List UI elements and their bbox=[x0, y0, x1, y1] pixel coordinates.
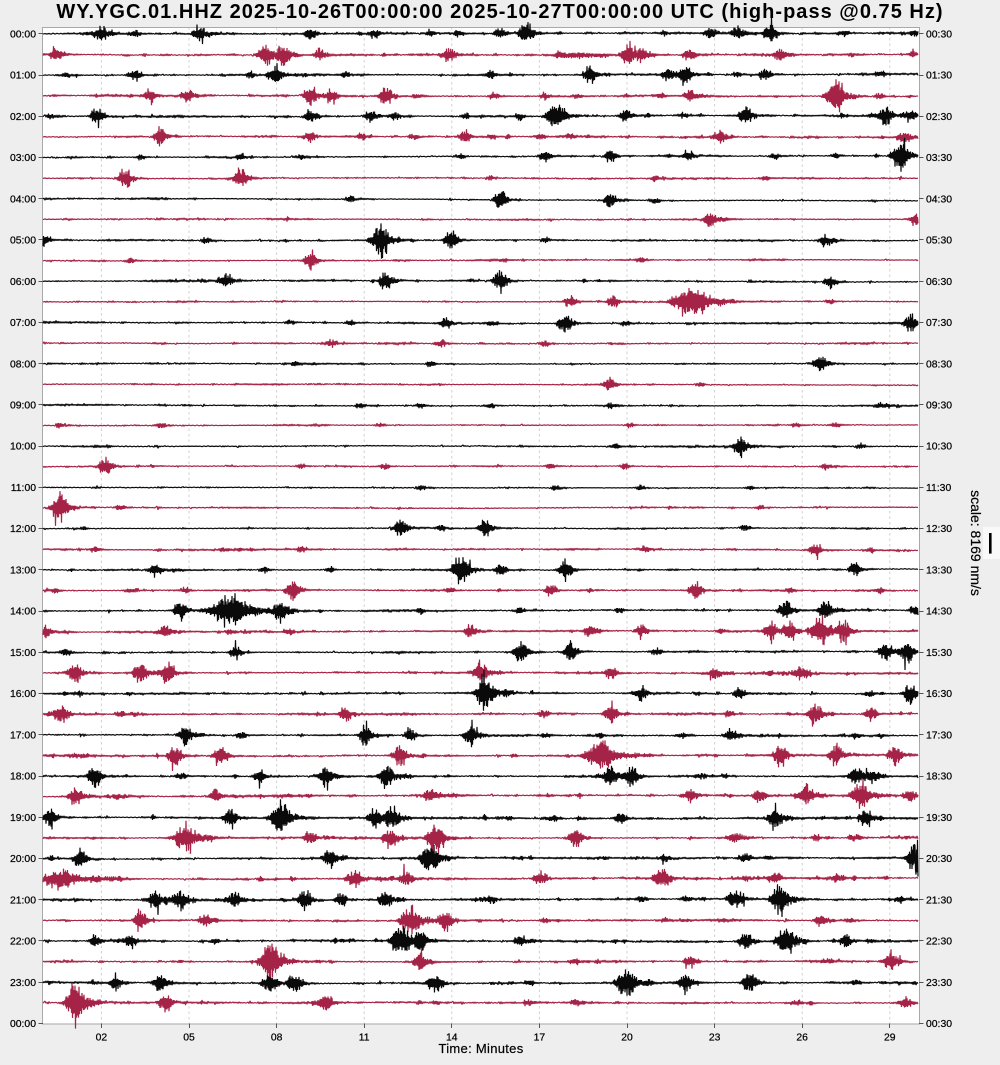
svg-text:12:00: 12:00 bbox=[10, 524, 36, 535]
svg-text:13:30: 13:30 bbox=[926, 565, 952, 576]
svg-text:22:00: 22:00 bbox=[10, 937, 36, 948]
svg-text:16:00: 16:00 bbox=[10, 689, 36, 700]
svg-text:11:30: 11:30 bbox=[926, 483, 951, 494]
svg-text:00:30: 00:30 bbox=[926, 29, 952, 40]
svg-text:12:30: 12:30 bbox=[926, 524, 952, 535]
svg-text:18:30: 18:30 bbox=[926, 772, 952, 783]
svg-text:11: 11 bbox=[359, 1032, 370, 1043]
svg-text:18:00: 18:00 bbox=[10, 772, 36, 783]
svg-text:06:30: 06:30 bbox=[926, 277, 952, 288]
svg-text:14:00: 14:00 bbox=[10, 607, 36, 618]
svg-text:10:00: 10:00 bbox=[10, 442, 36, 453]
svg-text:21:30: 21:30 bbox=[926, 895, 952, 906]
svg-text:08:00: 08:00 bbox=[10, 359, 36, 370]
svg-text:05: 05 bbox=[183, 1032, 195, 1043]
svg-text:16:30: 16:30 bbox=[926, 689, 952, 700]
svg-text:00:00: 00:00 bbox=[10, 1019, 36, 1030]
svg-text:15:00: 15:00 bbox=[10, 648, 36, 659]
svg-text:19:30: 19:30 bbox=[926, 813, 952, 824]
svg-text:Time: Minutes: Time: Minutes bbox=[438, 1041, 523, 1056]
svg-text:08: 08 bbox=[271, 1032, 283, 1043]
svg-text:09:30: 09:30 bbox=[926, 401, 952, 412]
svg-text:15:30: 15:30 bbox=[926, 648, 952, 659]
svg-text:00:30: 00:30 bbox=[926, 1019, 952, 1030]
svg-text:02:00: 02:00 bbox=[10, 112, 36, 123]
svg-text:00:00: 00:00 bbox=[10, 29, 36, 40]
svg-text:05:00: 05:00 bbox=[10, 236, 36, 247]
svg-text:WY.YGC.01.HHZ 2025-10-26T00:00: WY.YGC.01.HHZ 2025-10-26T00:00:00 2025-1… bbox=[56, 1, 943, 23]
svg-text:08:30: 08:30 bbox=[926, 359, 952, 370]
svg-text:01:30: 01:30 bbox=[926, 71, 952, 82]
svg-text:20: 20 bbox=[621, 1032, 633, 1043]
svg-text:04:00: 04:00 bbox=[10, 194, 36, 205]
svg-text:20:30: 20:30 bbox=[926, 854, 952, 865]
svg-text:17:00: 17:00 bbox=[10, 730, 36, 741]
svg-text:21:00: 21:00 bbox=[10, 895, 36, 906]
svg-text:14:30: 14:30 bbox=[926, 607, 952, 618]
svg-text:09:00: 09:00 bbox=[10, 401, 36, 412]
svg-text:13:00: 13:00 bbox=[10, 565, 36, 576]
svg-text:03:00: 03:00 bbox=[10, 153, 36, 164]
svg-text:23: 23 bbox=[709, 1032, 721, 1043]
svg-text:29: 29 bbox=[884, 1032, 896, 1043]
svg-text:01:00: 01:00 bbox=[10, 71, 36, 82]
svg-text:19:00: 19:00 bbox=[10, 813, 36, 824]
svg-text:17: 17 bbox=[534, 1032, 546, 1043]
svg-text:23:00: 23:00 bbox=[10, 978, 36, 989]
svg-text:10:30: 10:30 bbox=[926, 442, 952, 453]
svg-text:26: 26 bbox=[796, 1032, 808, 1043]
svg-text:06:00: 06:00 bbox=[10, 277, 36, 288]
svg-text:22:30: 22:30 bbox=[926, 937, 952, 948]
svg-text:11:00: 11:00 bbox=[11, 483, 36, 494]
svg-text:02:30: 02:30 bbox=[926, 112, 952, 123]
svg-text:03:30: 03:30 bbox=[926, 153, 952, 164]
svg-text:20:00: 20:00 bbox=[10, 854, 36, 865]
svg-text:14: 14 bbox=[446, 1032, 458, 1043]
svg-text:02: 02 bbox=[96, 1032, 108, 1043]
svg-text:scale: 8169 nm/s: scale: 8169 nm/s bbox=[968, 490, 984, 596]
svg-text:23:30: 23:30 bbox=[926, 978, 952, 989]
svg-text:05:30: 05:30 bbox=[926, 236, 952, 247]
svg-text:04:30: 04:30 bbox=[926, 194, 952, 205]
svg-text:07:00: 07:00 bbox=[10, 318, 36, 329]
svg-text:07:30: 07:30 bbox=[926, 318, 952, 329]
svg-text:17:30: 17:30 bbox=[926, 730, 952, 741]
